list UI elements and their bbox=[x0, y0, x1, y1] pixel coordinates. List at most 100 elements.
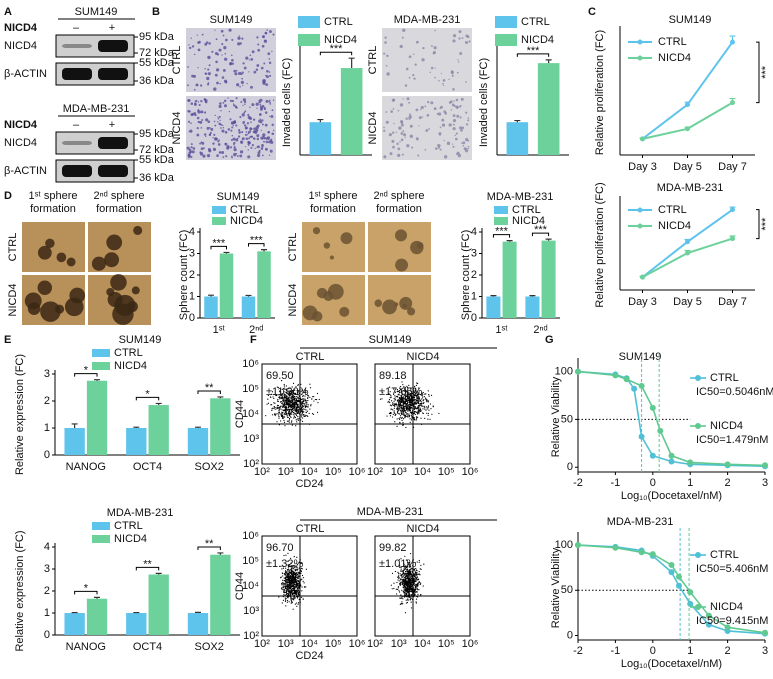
event-dot bbox=[290, 567, 292, 569]
blot-cell-line: SUM149 bbox=[75, 6, 118, 18]
event-dot bbox=[401, 399, 404, 402]
event-dot bbox=[293, 586, 295, 588]
event-dot bbox=[438, 412, 440, 415]
event-dot bbox=[402, 424, 404, 426]
event-dot bbox=[296, 403, 298, 405]
cell-stain bbox=[191, 112, 194, 116]
cell-stain bbox=[452, 88, 455, 91]
event-dot bbox=[286, 573, 288, 576]
event-dot bbox=[295, 403, 297, 405]
event-dot bbox=[288, 396, 290, 399]
error-bar bbox=[729, 35, 736, 43]
y-tick-label: 3 bbox=[189, 247, 195, 259]
event-dot bbox=[392, 404, 394, 407]
event-dot bbox=[406, 405, 408, 407]
event-dot bbox=[294, 586, 296, 589]
event-dot bbox=[403, 592, 405, 594]
column-header: 2ⁿᵈ sphere bbox=[94, 190, 145, 202]
significance-bracket bbox=[247, 243, 265, 247]
event-dot bbox=[289, 583, 291, 585]
event-dot bbox=[406, 386, 409, 389]
error-bar bbox=[490, 295, 497, 297]
cell-stain bbox=[402, 98, 404, 100]
event-dot bbox=[283, 414, 285, 416]
event-dot bbox=[405, 395, 407, 398]
event-dot bbox=[302, 392, 304, 394]
cell-stain bbox=[232, 103, 235, 105]
event-dot bbox=[288, 580, 290, 582]
sphere bbox=[312, 227, 321, 235]
event-dot bbox=[302, 395, 304, 398]
sphere bbox=[37, 245, 52, 260]
event-dot bbox=[297, 384, 299, 387]
event-dot bbox=[288, 592, 290, 595]
legend-marker bbox=[695, 604, 701, 610]
event-dot bbox=[316, 411, 319, 413]
event-dot bbox=[419, 574, 421, 576]
event-dot bbox=[415, 407, 418, 409]
event-dot bbox=[298, 592, 300, 594]
cell-stain bbox=[242, 62, 245, 65]
event-dot bbox=[418, 559, 420, 562]
event-dot bbox=[401, 596, 403, 598]
cell-stain bbox=[434, 67, 436, 69]
cell-stain bbox=[231, 58, 234, 62]
event-dot bbox=[301, 404, 303, 406]
event-dot bbox=[276, 421, 278, 423]
event-dot bbox=[297, 592, 299, 595]
event-dot bbox=[397, 409, 399, 412]
event-dot bbox=[410, 400, 412, 402]
cell-stain bbox=[455, 105, 459, 109]
event-dot bbox=[408, 562, 410, 564]
event-dot bbox=[406, 601, 409, 604]
event-dot bbox=[422, 393, 424, 395]
cell-stain bbox=[220, 110, 222, 112]
cell-stain bbox=[418, 116, 422, 120]
event-dot bbox=[405, 566, 407, 569]
event-dot bbox=[279, 396, 281, 398]
event-dot bbox=[390, 396, 392, 398]
event-dot bbox=[397, 588, 399, 591]
cell-stain bbox=[196, 126, 199, 130]
event-dot bbox=[281, 394, 283, 396]
cell-stain bbox=[397, 147, 401, 151]
cell-stain bbox=[269, 115, 271, 118]
event-dot bbox=[297, 577, 299, 579]
significance-label: * bbox=[145, 388, 150, 400]
cell-stain bbox=[223, 46, 227, 50]
event-dot bbox=[291, 413, 293, 415]
event-dot bbox=[399, 403, 402, 406]
event-dot bbox=[396, 418, 398, 420]
cell-stain bbox=[459, 51, 463, 55]
cell-stain bbox=[202, 147, 205, 150]
cell-stain bbox=[272, 99, 275, 101]
cell-stain bbox=[196, 116, 200, 120]
event-dot bbox=[403, 386, 405, 388]
band-label: β-ACTIN bbox=[4, 68, 47, 80]
cell-stain bbox=[266, 70, 269, 73]
cell-stain bbox=[401, 36, 404, 39]
cell-stain bbox=[208, 126, 211, 129]
cell-stain bbox=[189, 129, 193, 133]
event-dot bbox=[410, 390, 412, 392]
event-dot bbox=[298, 571, 300, 574]
y-tick-label: 10⁶ bbox=[242, 530, 259, 542]
cell-stain bbox=[212, 147, 217, 151]
event-dot bbox=[284, 425, 286, 427]
cell-stain bbox=[214, 124, 217, 127]
event-dot bbox=[294, 413, 296, 415]
cell-stain bbox=[231, 156, 233, 159]
event-dot bbox=[291, 420, 293, 422]
cell-stain bbox=[460, 128, 463, 132]
event-dot bbox=[265, 415, 267, 417]
event-dot bbox=[410, 594, 413, 596]
panel-letter: E bbox=[4, 334, 11, 346]
event-dot bbox=[284, 597, 286, 599]
event-dot bbox=[414, 390, 416, 392]
x-tick-label: 10⁵ bbox=[325, 466, 342, 478]
cell-stain bbox=[192, 147, 196, 150]
event-dot bbox=[410, 399, 412, 401]
y-tick-label: 2 bbox=[189, 269, 195, 281]
x-tick-label: -2 bbox=[573, 477, 583, 489]
event-dot bbox=[408, 392, 410, 394]
